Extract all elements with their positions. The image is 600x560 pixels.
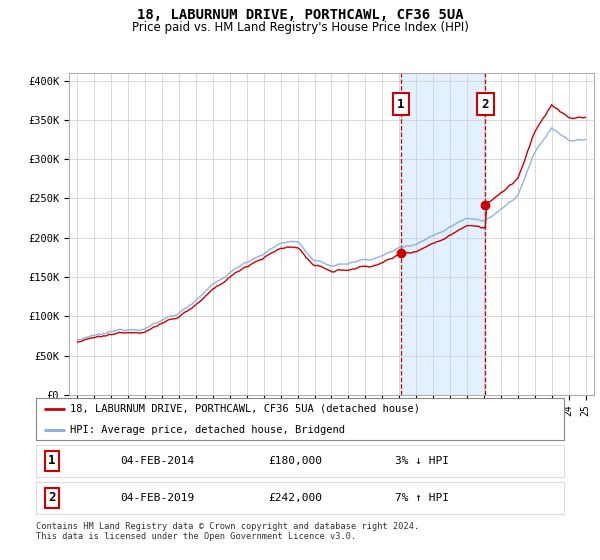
- Text: Price paid vs. HM Land Registry's House Price Index (HPI): Price paid vs. HM Land Registry's House …: [131, 21, 469, 34]
- Text: £180,000: £180,000: [268, 456, 322, 466]
- Text: 18, LABURNUM DRIVE, PORTHCAWL, CF36 5UA (detached house): 18, LABURNUM DRIVE, PORTHCAWL, CF36 5UA …: [70, 404, 421, 414]
- Text: 04-FEB-2014: 04-FEB-2014: [121, 456, 195, 466]
- Text: 3% ↓ HPI: 3% ↓ HPI: [395, 456, 449, 466]
- Text: 1: 1: [397, 97, 404, 111]
- Text: 1: 1: [48, 454, 56, 468]
- Text: £242,000: £242,000: [268, 493, 322, 503]
- Text: HPI: Average price, detached house, Bridgend: HPI: Average price, detached house, Brid…: [70, 426, 346, 435]
- Text: 7% ↑ HPI: 7% ↑ HPI: [395, 493, 449, 503]
- Text: 2: 2: [482, 97, 489, 111]
- Text: 2: 2: [48, 491, 56, 505]
- Text: 18, LABURNUM DRIVE, PORTHCAWL, CF36 5UA: 18, LABURNUM DRIVE, PORTHCAWL, CF36 5UA: [137, 8, 463, 22]
- Text: 04-FEB-2019: 04-FEB-2019: [121, 493, 195, 503]
- Text: Contains HM Land Registry data © Crown copyright and database right 2024.
This d: Contains HM Land Registry data © Crown c…: [36, 522, 419, 542]
